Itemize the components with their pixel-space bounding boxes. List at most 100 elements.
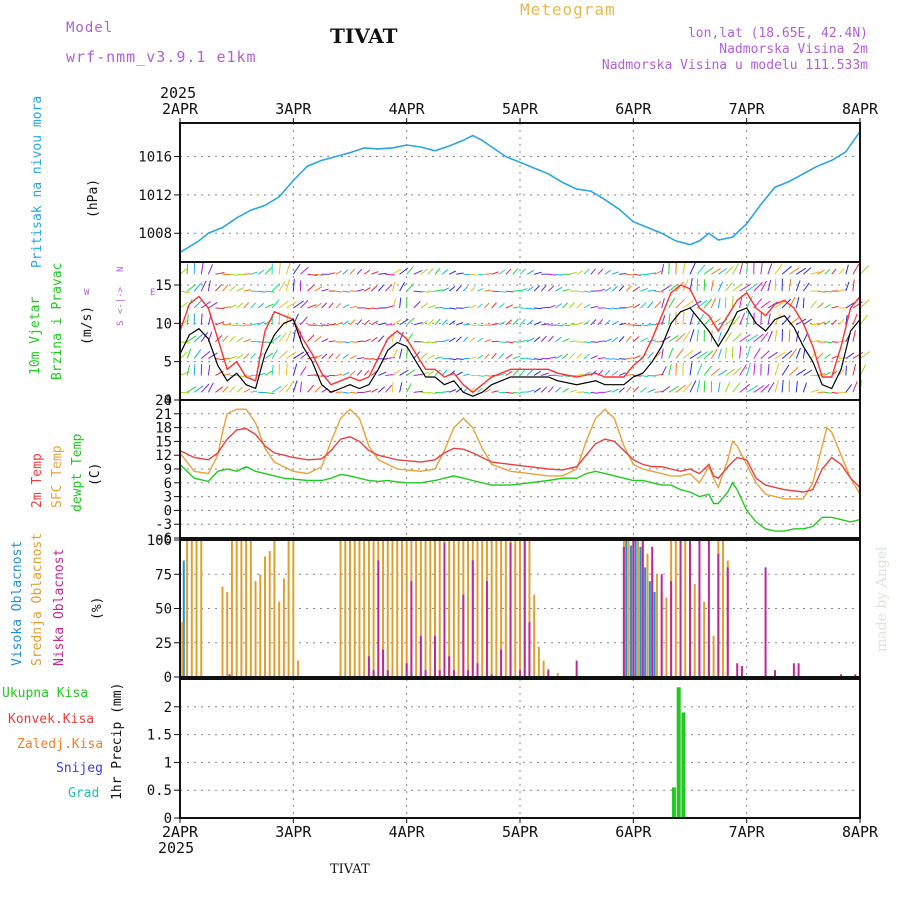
cloud-panel-frame [179, 539, 861, 678]
wind-vector [703, 365, 712, 376]
wind-vector [385, 273, 395, 276]
wind-vector [293, 300, 304, 309]
wind-vector [512, 318, 519, 326]
wind-vector [732, 315, 741, 326]
wind-vector [498, 302, 505, 309]
wind-vector [526, 369, 533, 376]
cloud-axis-tick-label: 50 [155, 602, 172, 618]
wind-vector [710, 349, 718, 359]
wind-vector [774, 313, 781, 326]
time-label-top: 2APR [162, 100, 199, 118]
wind-vector [619, 358, 627, 360]
wind-vector [739, 283, 751, 292]
wind-vector [810, 389, 820, 393]
wind-vector [442, 390, 450, 393]
wind-vector [803, 369, 813, 376]
wind-vector [257, 302, 265, 309]
wind-vector [208, 352, 218, 360]
wind-vector [349, 391, 358, 394]
wind-vector [696, 264, 706, 275]
wind-vector [689, 362, 693, 376]
footer-station: TIVAT [330, 862, 370, 877]
wind-vector [824, 391, 832, 394]
wind-vector [434, 268, 441, 275]
pressure-axis-tick-label: 1012 [138, 188, 172, 204]
wind-vector [795, 368, 806, 376]
wind-vector [795, 267, 807, 275]
wind-vector [739, 383, 751, 393]
wind-vector [498, 372, 506, 376]
wind-vector [845, 281, 850, 292]
wind-vector [540, 386, 548, 393]
wind-vector [179, 391, 190, 394]
wind-vector [781, 315, 791, 326]
wind-vector [668, 297, 676, 309]
wind-vector [505, 319, 513, 326]
compass-w: W [84, 288, 90, 298]
wind-vector [526, 286, 534, 292]
wind-vector [859, 350, 871, 360]
wind-vector [746, 295, 753, 309]
wind-vector [271, 334, 281, 343]
wind-vector [321, 302, 328, 309]
wind-vector [732, 283, 743, 292]
wind-vector [625, 386, 632, 393]
wind-vector [703, 298, 713, 309]
wind-vector [491, 302, 497, 309]
wind-vector [831, 268, 837, 275]
wind-vector [271, 283, 281, 292]
wind-vector [760, 280, 768, 292]
wind-vector [633, 303, 641, 309]
wind-vector [859, 265, 870, 275]
wind-vector [186, 364, 191, 376]
wind-vector [633, 324, 642, 327]
cloud-axis-tick-label: 0 [164, 670, 172, 686]
wind-vector [399, 369, 409, 376]
wind-vector [668, 313, 671, 325]
wind-vector [285, 330, 292, 342]
wind-vector [640, 302, 647, 309]
wind-vector [285, 279, 290, 292]
wind-axis-tick-label: 0 [164, 393, 172, 409]
wind-vector [661, 348, 664, 359]
wind-vector [427, 268, 434, 275]
time-label-bottom: 4APR [389, 823, 426, 841]
wind-vector [250, 340, 258, 343]
wind-vector [420, 290, 430, 293]
wind-vector [357, 357, 365, 360]
wind-vector [215, 335, 223, 343]
wind-vector [633, 286, 640, 292]
wind-vector [250, 271, 258, 275]
wind-vector [328, 353, 334, 359]
wind-vector [555, 336, 562, 343]
wind-vector [795, 381, 798, 393]
wind-vector [732, 295, 734, 309]
wind-vector [406, 283, 415, 292]
wind-vector [519, 288, 528, 292]
wind-vector [583, 290, 592, 293]
wind-vector [314, 374, 324, 377]
wind-vector [632, 386, 640, 393]
wind-vector [328, 302, 334, 309]
time-label-top: 8APR [842, 100, 879, 118]
wind-vector [264, 391, 275, 395]
precip-axis-tick-label: 1.5 [147, 728, 172, 744]
wind-vector [859, 299, 870, 309]
wind-vector [363, 369, 370, 376]
wind-vector [456, 322, 464, 326]
wind-vector [364, 390, 372, 393]
wind-vector [314, 324, 324, 327]
lonlat-label: lon,lat (18.65E, 42.4N) [687, 26, 868, 41]
wind-vector [442, 307, 450, 310]
wind-vector [618, 336, 625, 343]
wind-vector [335, 290, 343, 293]
wind-vector [583, 391, 592, 394]
time-label-top: 4APR [389, 100, 426, 118]
elevation-label: Nadmorska Visina 2m [719, 42, 868, 57]
wind-vector [299, 381, 302, 393]
wind-vector [250, 390, 258, 393]
precip-total-bar [671, 787, 676, 818]
wind-vector [583, 303, 591, 309]
cloud-axis-tick-label: 25 [155, 636, 172, 652]
wind-vector [328, 323, 336, 326]
